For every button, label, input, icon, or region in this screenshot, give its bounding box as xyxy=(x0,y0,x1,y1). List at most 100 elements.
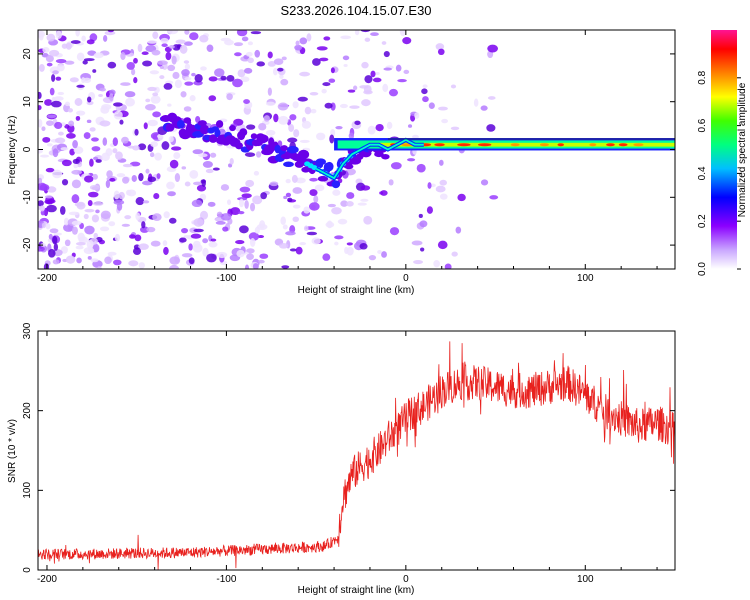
spectrogram-noise-blob xyxy=(360,198,369,202)
spectrogram-noise-blob xyxy=(428,102,435,110)
spectrogram-noise-blob xyxy=(285,192,292,198)
spectrogram-noise-blob xyxy=(310,108,317,114)
spectrogram-noise-blob xyxy=(142,60,153,67)
spectrogram-noise-blob xyxy=(441,118,449,124)
spectrogram-noise-blob xyxy=(439,193,448,200)
spectrogram-noise-blob xyxy=(370,32,379,37)
spectrogram-noise-blob xyxy=(74,202,85,207)
spectrogram-noise-blob xyxy=(168,135,174,143)
spectrogram-noise-blob xyxy=(76,110,86,116)
tone-peak xyxy=(589,143,597,147)
spectrogram-noise-blob xyxy=(189,95,196,102)
spectrogram-noise-blob xyxy=(54,121,63,130)
spectrogram-noise-blob xyxy=(122,163,133,168)
spectrogram-noise-blob xyxy=(246,253,254,261)
spectrogram-noise-blob xyxy=(124,91,136,98)
spectrogram-noise-blob xyxy=(120,82,131,86)
spectrogram-noise-blob xyxy=(411,240,423,246)
spectrogram-noise-blob xyxy=(416,163,426,173)
spectrogram-noise-blob xyxy=(399,30,406,37)
spectrogram-signal-blob xyxy=(286,145,299,154)
spectrogram-noise-blob xyxy=(171,55,177,65)
spectrogram-noise-blob xyxy=(402,37,412,45)
spectrogram-noise-blob xyxy=(84,225,95,235)
spectrogram-noise-blob xyxy=(263,115,270,122)
spectrogram-noise-blob xyxy=(105,179,111,189)
spectrogram-noise-blob xyxy=(169,256,181,265)
spectrogram-noise-blob xyxy=(98,93,103,97)
spectrogram-noise-blob xyxy=(163,211,170,219)
spectrogram-signal-blob xyxy=(280,145,289,152)
spectrogram-noise-blob xyxy=(52,235,58,245)
spectrogram-noise-blob xyxy=(234,52,242,57)
spectrogram-noise-blob xyxy=(229,158,234,165)
spectrogram-noise-blob xyxy=(247,57,254,64)
spectrogram-noise-blob xyxy=(183,41,193,46)
spectrogram-noise-blob xyxy=(375,71,380,75)
spectrogram-noise-blob xyxy=(206,253,217,263)
spectrogram-noise-blob xyxy=(83,175,94,183)
colorbar-axis: 0.0 0.2 0.4 0.6 0.8 xyxy=(697,70,741,276)
spectrogram-noise-blob xyxy=(71,220,82,226)
spectrogram-noise-blob xyxy=(46,120,54,126)
spectrogram-noise-blob xyxy=(55,58,67,64)
spectrogram-noise-blob xyxy=(322,82,331,87)
spectrogram-noise-blob xyxy=(163,83,173,90)
spectrogram-noise-blob xyxy=(240,76,250,83)
spectrogram-xlabel: Height of straight line (km) xyxy=(298,285,415,296)
spectrogram-noise-blob xyxy=(159,75,165,80)
spectrogram-noise-blob xyxy=(309,189,318,196)
spectrogram-noise-blob xyxy=(91,137,99,142)
spectrogram-noise-blob xyxy=(202,238,209,244)
spectrogram-noise-blob xyxy=(119,119,124,125)
spectrogram-noise-blob xyxy=(199,210,209,220)
spectrogram-noise-blob xyxy=(200,66,207,71)
spectrogram-noise-blob xyxy=(278,115,289,125)
spectrogram-noise-blob xyxy=(172,71,180,80)
snr-y-axis: 0 100 200 300 xyxy=(22,322,675,573)
spectrogram-noise-blob xyxy=(133,57,138,64)
spectrogram-noise-blob xyxy=(283,195,288,200)
spectrogram-noise-blob xyxy=(59,205,66,215)
spectrogram-noise-blob xyxy=(65,42,72,50)
spectrogram-noise-blob xyxy=(346,192,355,199)
spectrogram-noise-blob xyxy=(309,91,319,96)
spectrogram-noise-blob xyxy=(210,238,217,242)
spectrogram-noise-blob xyxy=(230,207,241,215)
spectrogram-noise-blob xyxy=(138,262,145,269)
spectrogram-noise-blob xyxy=(92,69,97,73)
spectrogram-noise-blob xyxy=(71,169,83,175)
spectrogram-noise-blob xyxy=(357,202,367,206)
spectrogram-noise-blob xyxy=(297,96,308,102)
spectrogram-noise-blob xyxy=(250,31,262,35)
spectrogram-noise-blob xyxy=(167,191,176,197)
spectrogram-noise-blob xyxy=(419,220,428,228)
spectrogram-noise-blob xyxy=(343,63,348,68)
spectrogram-noise-blob xyxy=(147,176,157,183)
spectrogram-noise-blob xyxy=(179,237,187,243)
spectrogram-noise-blob xyxy=(382,83,389,93)
spectrogram-noise-blob xyxy=(116,173,126,178)
spectrogram-noise-blob xyxy=(103,35,108,42)
spectrogram-noise-blob xyxy=(116,202,123,211)
spectrogram-noise-blob xyxy=(267,87,272,96)
spectrogram-noise-blob xyxy=(91,214,100,223)
spectrogram-signal-blob xyxy=(297,149,310,160)
spectrogram-noise-blob xyxy=(202,247,209,257)
spectrogram-noise-blob xyxy=(258,122,267,131)
spectrogram-noise-blob xyxy=(76,52,85,62)
spectrogram-noise-blob xyxy=(107,30,114,33)
spectrogram-noise-blob xyxy=(180,91,187,98)
spectrogram-noise-blob xyxy=(113,102,123,107)
spectrogram-noise-blob xyxy=(174,79,182,89)
spectrogram-noise-blob xyxy=(354,120,361,126)
spectrogram-noise-blob xyxy=(169,264,179,269)
spectrogram-noise-blob xyxy=(53,232,63,236)
spectrogram-noise-blob xyxy=(311,237,321,245)
spectrogram-noise-blob xyxy=(444,263,452,269)
spectrogram-noise-blob xyxy=(224,39,234,46)
spectrogram-noise-blob xyxy=(82,60,88,65)
spectrogram-noise-blob xyxy=(184,30,190,35)
spectrogram-noise-blob xyxy=(167,103,172,107)
spectrogram-noise-blob xyxy=(342,55,350,61)
